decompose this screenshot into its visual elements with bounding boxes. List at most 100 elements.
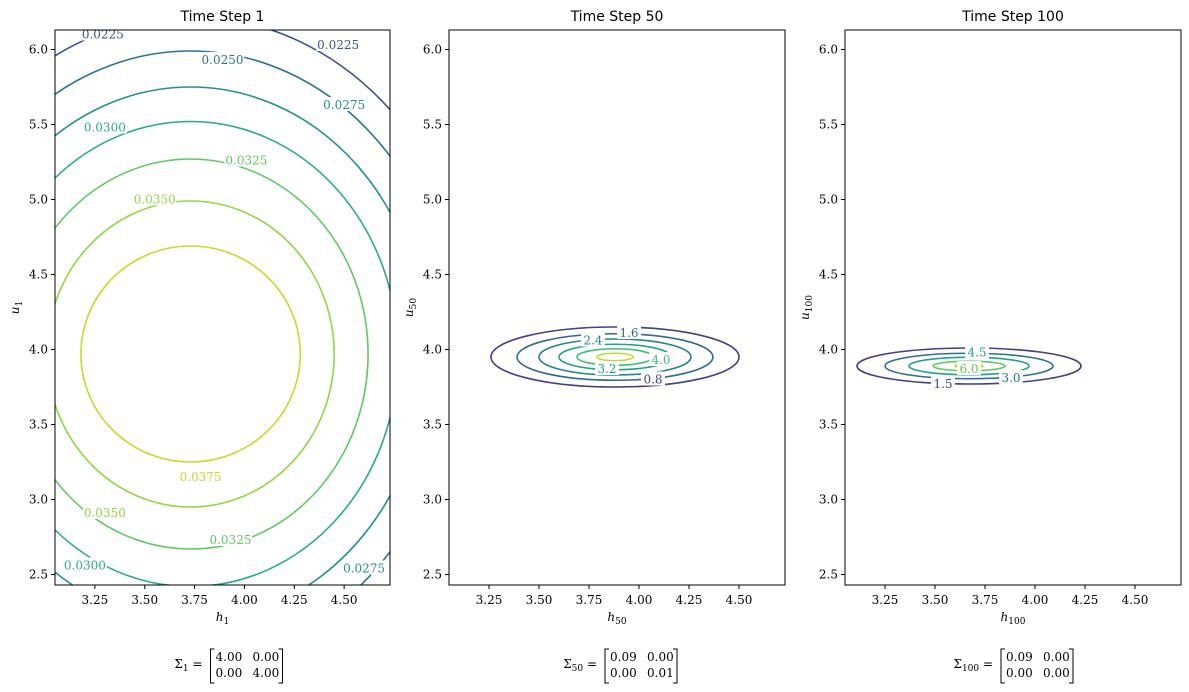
contour-label-bg: [617, 325, 641, 339]
x-tick-label: 3.25: [82, 593, 109, 607]
matrix-cell: 0.01: [647, 666, 674, 680]
axes-frame: [54, 29, 391, 586]
x-tick-label: 4.25: [1072, 593, 1099, 607]
y-tick-label: 5.5: [29, 118, 48, 132]
contour-label-bg: [957, 361, 981, 375]
contour-label-bg: [63, 557, 107, 572]
contour-label: 3.0: [1001, 371, 1020, 385]
contour-label-bg: [83, 119, 127, 134]
panel-time-step-100: Time Step 100 4.5 1.5 3.0 6.0 3.25 3.50 3.75 4.0…: [798, 9, 1182, 684]
x-tick-label: 4.25: [676, 593, 703, 607]
x-tick-label: 3.25: [476, 593, 503, 607]
x-axis-label: h50: [607, 610, 626, 627]
contour-label: 0.0275: [323, 98, 365, 112]
x-tick-label: 4.00: [626, 593, 653, 607]
contour-label: 0.0325: [209, 533, 251, 547]
sigma-label: Σ1 =: [174, 657, 202, 674]
contour-level-0.8: [490, 326, 740, 388]
contour-label-bg: [595, 361, 619, 375]
contour-label-bg: [224, 152, 269, 167]
y-axis-label: u50: [402, 298, 419, 317]
x-axis-label: h100: [1001, 610, 1026, 627]
y-tick-label: 4.0: [423, 343, 442, 357]
matrix-left-bracket: [1000, 648, 1005, 684]
sigma-label: Σ100 =: [953, 657, 993, 674]
y-tick-label: 4.5: [423, 268, 442, 282]
chart-title: Time Step 50: [570, 9, 664, 25]
contour-label: 0.0275: [343, 562, 385, 576]
x-tick-label: 3.25: [872, 593, 899, 607]
x-tick-label: 3.75: [181, 593, 208, 607]
chart-title: Time Step 100: [961, 9, 1064, 25]
y-tick-label: 3.0: [423, 493, 442, 507]
x-tick-label: 4.50: [331, 593, 358, 607]
matrix-cell: 0.00: [1043, 650, 1070, 664]
contour-level-0.0375: [80, 245, 302, 463]
y-tick-label: 6.0: [423, 43, 442, 57]
axes-frame: [844, 29, 1182, 586]
y-tick-label: 4.0: [29, 343, 48, 357]
x-tick-label: 4.25: [281, 593, 308, 607]
y-tick-label: 5.0: [29, 193, 48, 207]
matrix-cell: 0.00: [610, 666, 637, 680]
y-tick-label: 3.0: [29, 493, 48, 507]
contour-label: 0.0325: [225, 154, 267, 168]
panel-time-step-1: Time Step 1 0.0225 0.0225 0.0250 0.0275 0.030…: [8, 9, 391, 684]
matrix-cell: 0.00: [216, 666, 243, 680]
x-tick-label: 3.50: [922, 593, 949, 607]
x-tick-label: 3.50: [526, 593, 553, 607]
matrix-cell: 0.00: [647, 650, 674, 664]
x-tick-label: 3.75: [576, 593, 603, 607]
contour-level-0.0275: [55, 86, 390, 585]
contour-label: 4.0: [651, 353, 670, 367]
contour-label-bg: [208, 532, 253, 546]
contour-lines: [490, 326, 740, 388]
covariance-matrix: Σ50 = 0.09 0.00 0.00 0.01: [563, 648, 678, 684]
contour-label-bg: [649, 352, 673, 366]
x-tick-label: 4.50: [1122, 593, 1149, 607]
y-tick-label: 6.0: [29, 43, 48, 57]
y-axis-label: u1: [8, 301, 25, 314]
contour-level-0.0325: [55, 158, 369, 550]
contour-label: 0.0300: [84, 121, 126, 135]
contour-label-bg: [342, 560, 386, 575]
covariance-matrix: Σ100 = 0.09 0.00 0.00 0.00: [953, 648, 1074, 684]
x-tick-label: 3.75: [972, 593, 999, 607]
y-tick-label: 3.5: [29, 418, 48, 432]
matrix-cell: 0.00: [1043, 666, 1070, 680]
matrix-right-bracket: [1069, 648, 1074, 684]
chart-title: Time Step 1: [180, 9, 265, 25]
contour-label-bg: [132, 191, 177, 206]
contour-label: 0.0350: [134, 193, 176, 207]
y-tick-label: 4.5: [819, 268, 838, 282]
contour-label: 1.6: [619, 326, 638, 340]
axes-frame: [448, 29, 786, 586]
contour-label: 6.0: [959, 362, 978, 376]
y-tick-label: 6.0: [819, 43, 838, 57]
matrix-cell: 0.09: [1006, 650, 1033, 664]
contour-level-0.0300: [55, 120, 390, 585]
y-axis-label: u100: [798, 295, 815, 320]
matrix-right-bracket: [673, 648, 678, 684]
matrix-cell: 4.00: [216, 650, 243, 664]
matrix-cell: 0.09: [610, 650, 637, 664]
contour-label: 0.0350: [84, 506, 126, 520]
y-tick-label: 2.5: [29, 568, 48, 582]
matrix-cell: 0.00: [1006, 666, 1033, 680]
contour-label-bg: [965, 344, 989, 359]
contour-level-0.0250: [55, 50, 390, 585]
x-tick-label: 4.00: [231, 593, 258, 607]
contour-label: 0.0225: [317, 38, 359, 52]
contour-lines: [55, 30, 390, 585]
contour-level-4.8: [596, 352, 634, 362]
contour-label-bg: [316, 37, 360, 51]
y-tick-label: 5.0: [423, 193, 442, 207]
contour-level-1.6: [516, 332, 714, 382]
contour-label-bg: [178, 469, 223, 483]
panel-time-step-50: Time Step 50 1.6 2.4 0.8 4.0 3.2 3.25 3.50 3.75 4…: [402, 9, 786, 684]
contour-label-bg: [322, 97, 366, 111]
y-tick-label: 5.5: [819, 118, 838, 132]
contour-label: 0.0225: [82, 28, 124, 42]
contour-label-bg: [200, 52, 245, 66]
